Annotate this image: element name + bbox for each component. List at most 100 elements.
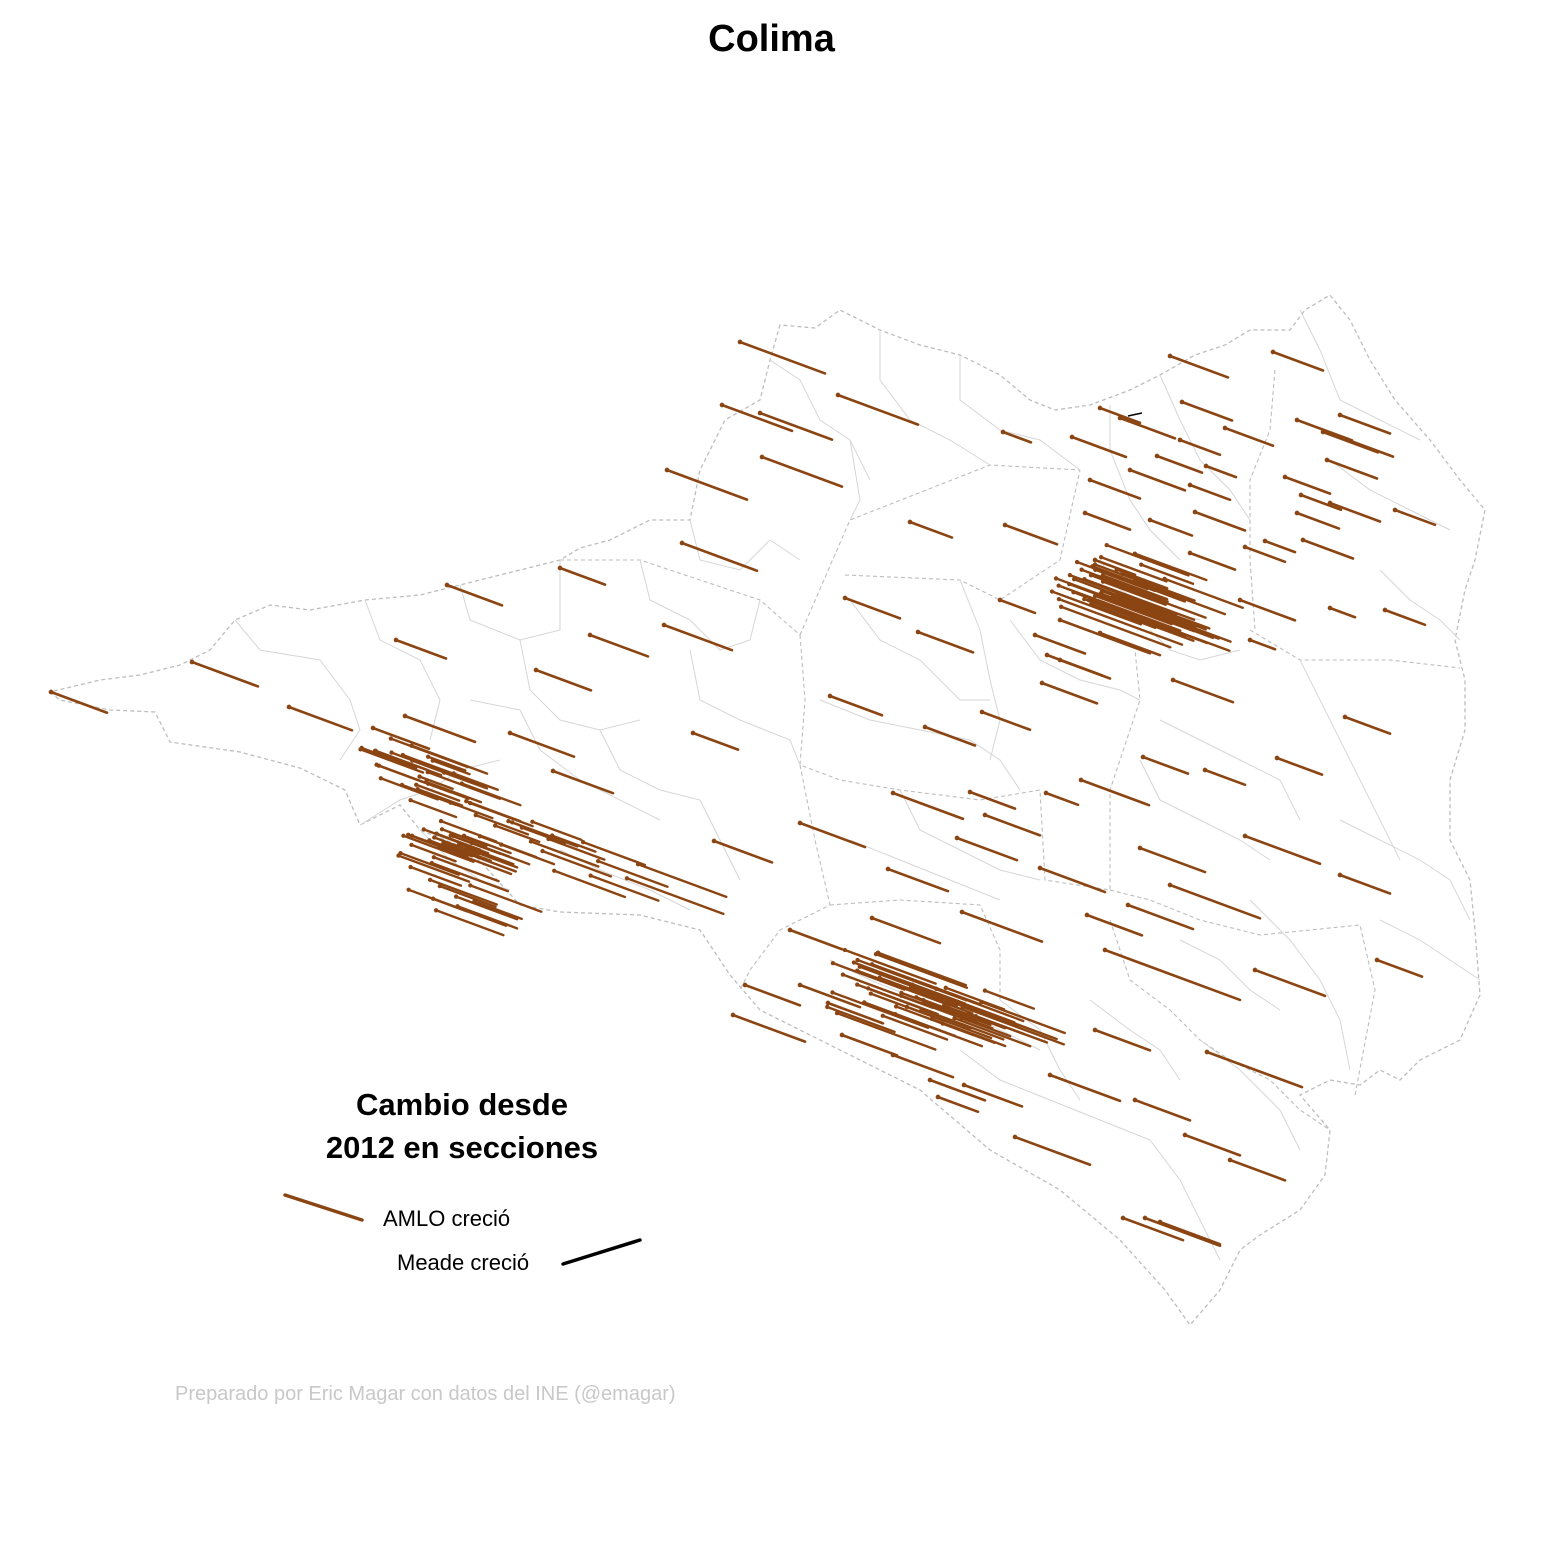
section-change-arrow — [1301, 538, 1355, 560]
section-change-arrow — [662, 623, 734, 652]
section-change-arrow-head — [1087, 477, 1093, 483]
section-change-arrow-head — [1342, 714, 1348, 720]
section-change-arrow-head — [825, 1004, 830, 1010]
section-change-arrow — [1283, 475, 1332, 495]
section-change-arrow-head — [1097, 630, 1103, 636]
section-change-arrow — [968, 790, 1017, 810]
section-change-arrow — [1180, 400, 1234, 422]
section-change-arrow — [962, 1083, 1024, 1108]
section-change-arrow-head — [730, 1012, 736, 1018]
section-change-arrow-head — [415, 786, 420, 792]
section-change-arrow-head — [499, 842, 504, 847]
section-change-arrow-head — [842, 595, 848, 601]
section-change-arrow-head — [439, 827, 445, 832]
section-change-arrow — [1295, 511, 1341, 530]
section-change-arrow-head — [935, 1094, 941, 1100]
section-change-arrow — [409, 799, 458, 819]
section-change-arrow — [1133, 1098, 1192, 1122]
section-change-arrow — [1163, 577, 1244, 610]
section-change-arrow-head — [1167, 882, 1173, 888]
section-change-arrow — [831, 991, 930, 1030]
section-change-arrow — [1133, 580, 1185, 601]
section-change-arrow-head — [1114, 567, 1119, 572]
section-change-arrow — [1093, 1028, 1152, 1052]
section-change-arrow — [870, 916, 942, 945]
section-change-arrow — [1141, 755, 1190, 775]
section-change-arrow-head — [862, 1000, 867, 1005]
section-change-arrow — [508, 731, 576, 758]
section-change-arrow — [1093, 563, 1163, 591]
section-change-arrow-head — [1057, 617, 1063, 623]
section-change-arrow — [493, 824, 541, 844]
section-change-arrow-head — [286, 704, 292, 710]
section-change-arrow — [998, 598, 1037, 615]
section-change-arrow — [798, 983, 862, 1009]
section-change-arrow-head — [1324, 457, 1330, 463]
section-change-arrow-head — [1320, 429, 1326, 435]
section-change-arrow-head — [979, 709, 985, 715]
section-change-arrow — [374, 749, 430, 772]
section-change-arrow-head — [552, 868, 557, 873]
section-change-arrow-head — [1142, 1215, 1148, 1221]
section-change-arrow-head — [1082, 510, 1088, 516]
section-change-arrow — [1140, 563, 1195, 585]
section-change-arrow — [1098, 631, 1162, 657]
section-change-arrow — [843, 596, 902, 620]
section-change-arrow — [1346, 438, 1395, 458]
section-change-arrow-head — [851, 960, 857, 965]
section-change-arrow — [1338, 873, 1392, 895]
section-change-arrow — [1105, 543, 1190, 577]
section-change-arrow — [1188, 551, 1237, 571]
section-change-arrow-head — [1079, 567, 1084, 572]
section-change-arrow — [966, 1012, 1049, 1044]
section-change-arrow — [1188, 483, 1232, 502]
section-change-arrow-head — [429, 860, 434, 866]
section-change-arrow — [531, 820, 583, 842]
section-change-arrow — [547, 837, 606, 861]
section-change-arrow-head — [711, 838, 717, 844]
section-change-arrow-head — [910, 982, 915, 987]
section-change-arrow — [908, 520, 954, 539]
state-outline — [48, 294, 1486, 1327]
section-change-arrow — [371, 726, 431, 751]
section-change-arrow-head — [425, 754, 431, 759]
section-change-arrow-head — [540, 848, 545, 854]
section-change-arrow-head — [679, 540, 685, 546]
section-change-arrow-head — [624, 876, 630, 881]
section-change-arrow — [438, 884, 497, 908]
section-change-arrow — [891, 791, 965, 821]
section-change-arrow — [1253, 968, 1327, 998]
section-change-arrow-head — [1089, 601, 1094, 607]
section-change-arrow — [760, 455, 844, 488]
section-change-arrow-head — [1242, 833, 1248, 839]
section-change-arrow-meade — [1127, 412, 1143, 417]
section-change-arrow — [936, 1095, 980, 1114]
section-change-arrow — [500, 843, 556, 866]
section-change-arrow — [415, 783, 461, 802]
section-change-arrow — [1048, 1073, 1122, 1103]
section-change-arrow-head — [459, 781, 464, 786]
map-title: Colima — [708, 18, 835, 60]
section-change-arrow-head — [885, 866, 891, 872]
section-change-arrow-head — [1092, 1027, 1098, 1033]
section-change-arrow — [798, 821, 867, 849]
section-change-arrow-head — [427, 877, 433, 883]
section-change-arrow-head — [1100, 579, 1106, 584]
section-change-arrow — [1111, 595, 1197, 629]
section-change-arrow-head — [1177, 437, 1183, 443]
section-change-arrow — [788, 928, 844, 951]
section-change-arrow-head — [825, 1000, 831, 1006]
section-change-arrow-head — [441, 841, 446, 846]
section-change-arrow-head — [587, 632, 593, 638]
section-change-arrow-head — [890, 1052, 896, 1058]
section-change-arrow-head — [787, 927, 793, 933]
section-change-arrow-head — [1002, 522, 1008, 528]
legend-arrow-layer — [283, 1193, 642, 1266]
section-change-arrow — [665, 468, 749, 501]
section-change-arrow-head — [1078, 777, 1084, 783]
section-change-arrow — [431, 759, 471, 776]
section-change-arrow-head — [840, 972, 846, 977]
section-change-arrow — [1238, 598, 1297, 622]
section-change-arrow-head — [453, 894, 459, 899]
section-change-arrow-head — [1117, 415, 1123, 421]
